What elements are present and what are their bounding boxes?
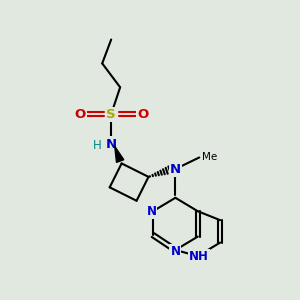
Polygon shape <box>115 146 124 162</box>
Text: H: H <box>93 139 102 152</box>
Text: S: S <box>106 108 116 121</box>
Text: N: N <box>170 245 180 258</box>
Text: N: N <box>106 137 117 151</box>
Text: N: N <box>146 205 157 218</box>
Text: O: O <box>74 108 85 121</box>
Text: NH: NH <box>189 250 209 262</box>
Text: O: O <box>137 108 148 121</box>
Text: N: N <box>170 163 181 176</box>
Text: Me: Me <box>202 152 218 163</box>
